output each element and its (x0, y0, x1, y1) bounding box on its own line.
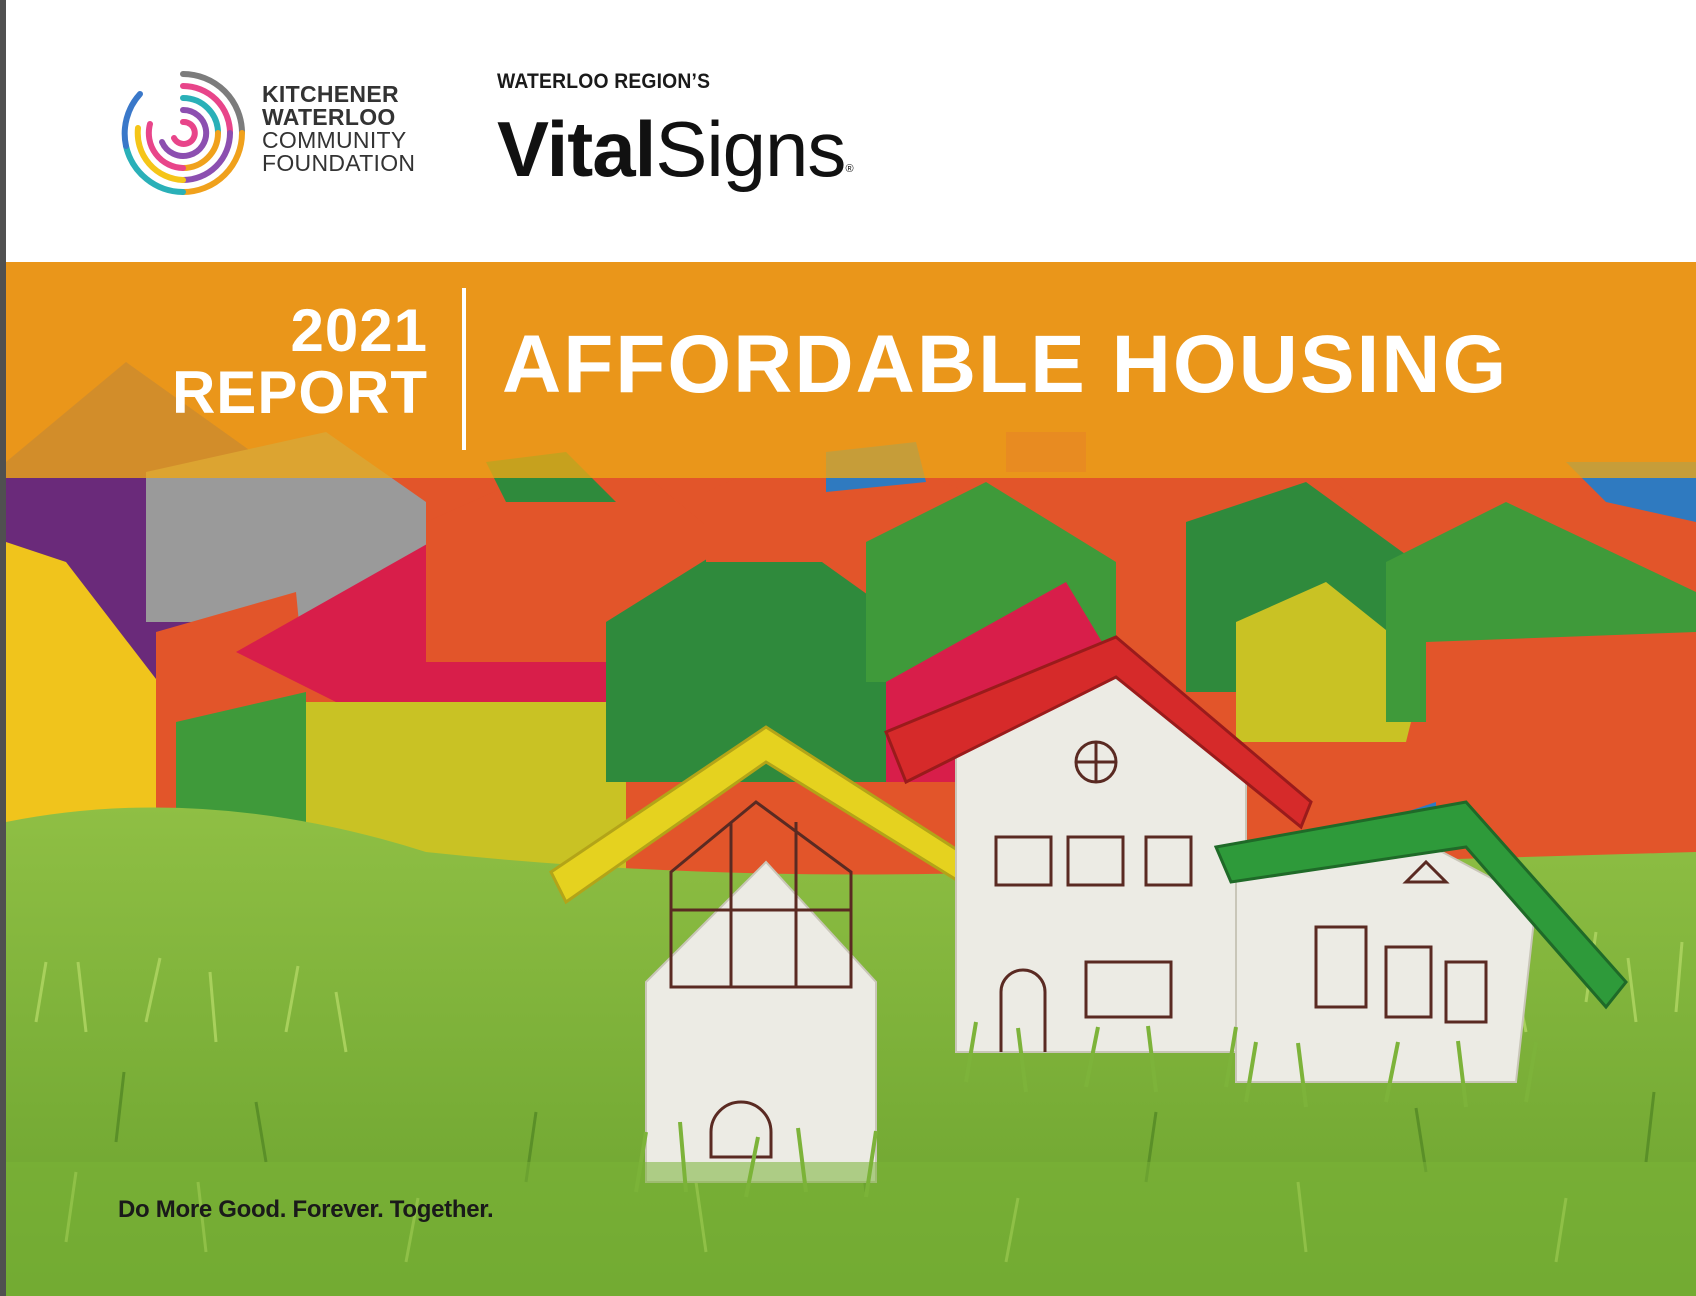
wordmark-vital: Vital (497, 105, 656, 193)
registered-mark: ® (845, 163, 854, 175)
wordmark-signs: Signs (655, 105, 846, 193)
foundation-name-line2: WATERLOO (262, 104, 396, 130)
report-title: AFFORDABLE HOUSING (502, 319, 1509, 410)
vital-signs-kicker: WATERLOO REGION’S (497, 70, 711, 93)
toy-houses-on-grass-photo-icon (6, 262, 1696, 1296)
report-year-block: 2021 REPORT (128, 300, 428, 424)
foundation-name-line1: KITCHENER (262, 81, 399, 107)
report-year: 2021 (290, 297, 428, 364)
title-banner (6, 262, 1696, 478)
foundation-name-line3: COMMUNITY (262, 127, 407, 153)
vital-signs-wordmark: VitalSigns® (497, 104, 854, 214)
tagline: Do More Good. Forever. Together. (118, 1196, 494, 1223)
report-label: REPORT (171, 359, 428, 426)
banner-divider (462, 288, 466, 450)
foundation-name: KITCHENER WATERLOO COMMUNITY FOUNDATION (262, 83, 415, 175)
kwcf-spiral-logo-icon (121, 71, 245, 195)
foundation-name-line4: FOUNDATION (262, 150, 416, 176)
header: KITCHENER WATERLOO COMMUNITY FOUNDATION … (6, 0, 1696, 262)
cover-photo (6, 262, 1696, 1296)
page-edge (0, 0, 6, 1296)
